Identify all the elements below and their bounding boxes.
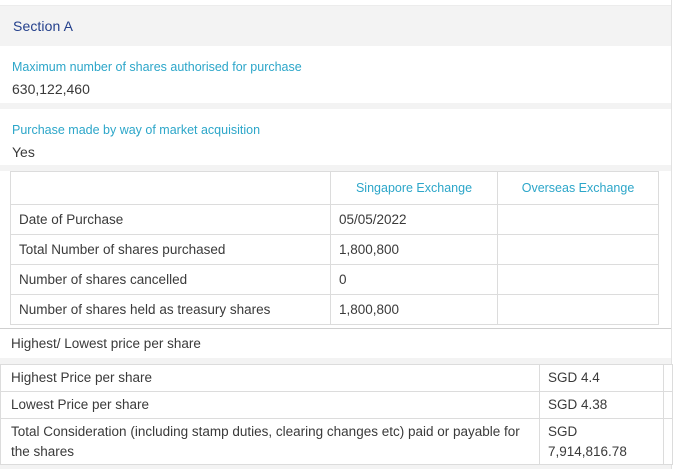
exchange-table-header-overseas: Overseas Exchange (497, 171, 659, 205)
row-value-singapore: 0 (330, 264, 498, 295)
table-row-treasury-shares: Number of shares held as treasury shares… (10, 294, 659, 325)
row-value: SGD 4.38 (539, 391, 664, 419)
table-row-shares-purchased: Total Number of shares purchased 1,800,8… (10, 234, 659, 265)
table-row-highest-price: Highest Price per share SGD 4.4 (0, 364, 673, 392)
exchange-table: Singapore Exchange Overseas Exchange Dat… (10, 171, 659, 325)
field-market-acquisition: Purchase made by way of market acquisiti… (0, 109, 671, 165)
gap (0, 325, 671, 328)
field-market-acquisition-label: Purchase made by way of market acquisiti… (12, 123, 261, 137)
row-label: Lowest Price per share (0, 391, 540, 419)
row-value-singapore: 1,800,800 (330, 234, 498, 265)
row-value-overseas (497, 294, 659, 325)
row-value: SGD 7,914,816.78 (539, 417, 664, 466)
row-empty-cell (663, 417, 673, 466)
field-max-shares-authorised: Maximum number of shares authorised for … (0, 46, 671, 103)
separator (0, 358, 671, 364)
row-value-overseas (497, 234, 659, 265)
price-section-header: Highest/ Lowest price per share (0, 328, 671, 358)
exchange-table-corner-cell (10, 171, 331, 205)
table-row-total-consideration: Total Consideration (including stamp dut… (0, 417, 673, 466)
separator (0, 103, 671, 109)
row-label: Date of Purchase (10, 204, 331, 235)
row-label: Total Consideration (including stamp dut… (0, 417, 540, 466)
table-row-shares-cancelled: Number of shares cancelled 0 (10, 264, 659, 295)
row-value-singapore: 1,800,800 (330, 294, 498, 325)
field-max-shares-authorised-value: 630,122,460 (12, 81, 90, 97)
exchange-table-header-row: Singapore Exchange Overseas Exchange (10, 171, 659, 205)
row-empty-cell (663, 364, 673, 392)
row-value: SGD 4.4 (539, 364, 664, 392)
bottom-margin (0, 465, 671, 469)
row-label: Highest Price per share (0, 364, 540, 392)
field-max-shares-authorised-label: Maximum number of shares authorised for … (12, 60, 302, 74)
field-market-acquisition-value: Yes (12, 144, 35, 160)
table-row-lowest-price: Lowest Price per share SGD 4.38 (0, 391, 673, 419)
row-empty-cell (663, 391, 673, 419)
top-margin (0, 0, 671, 5)
section-title: Section A (13, 18, 74, 34)
section-header-band: Section A (0, 5, 671, 46)
table-row-date-of-purchase: Date of Purchase 05/05/2022 (10, 204, 659, 235)
row-label: Total Number of shares purchased (10, 234, 331, 265)
row-label: Number of shares cancelled (10, 264, 331, 295)
row-label: Number of shares held as treasury shares (10, 294, 331, 325)
row-value-singapore: 05/05/2022 (330, 204, 498, 235)
price-section-title: Highest/ Lowest price per share (11, 336, 201, 351)
separator (0, 165, 671, 171)
price-table: Highest Price per share SGD 4.4 Lowest P… (0, 364, 673, 466)
exchange-table-header-singapore: Singapore Exchange (330, 171, 498, 205)
row-value-overseas (497, 204, 659, 235)
row-value-overseas (497, 264, 659, 295)
